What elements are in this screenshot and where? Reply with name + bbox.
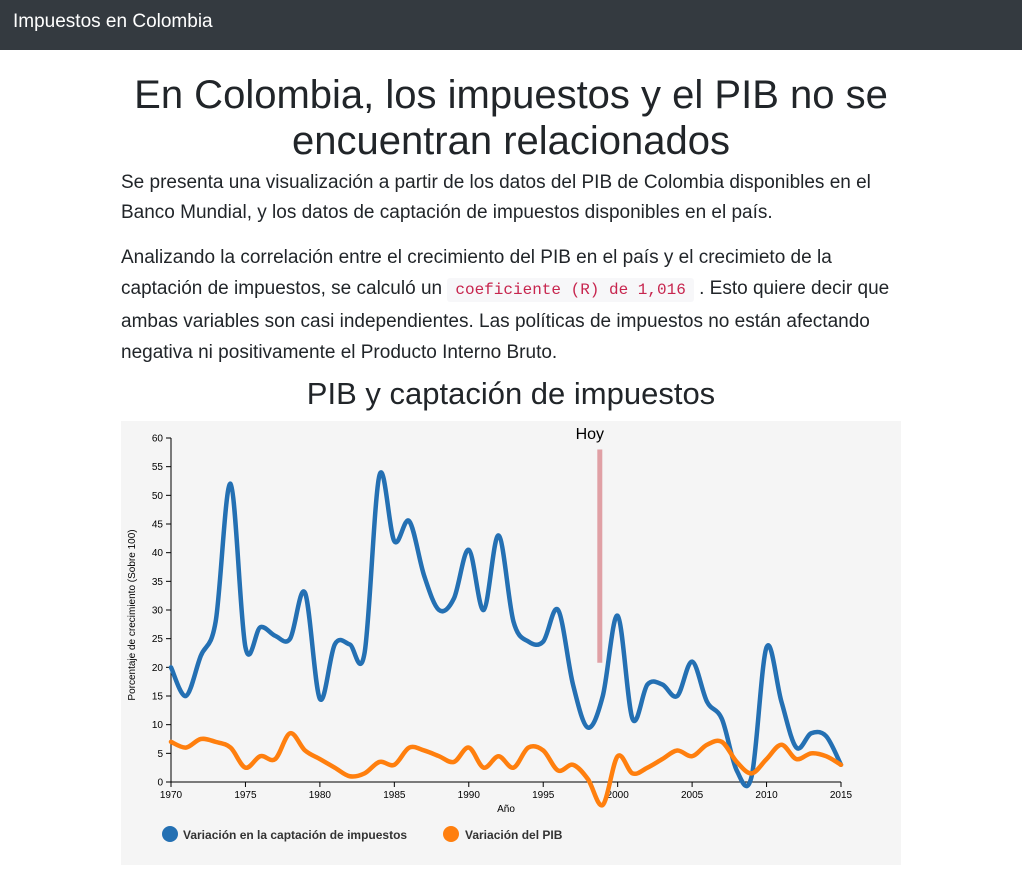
navbar: Impuestos en Colombia	[0, 0, 1022, 50]
x-tick-label: 1990	[458, 790, 481, 801]
y-tick-label: 10	[152, 720, 164, 731]
y-tick-label: 30	[152, 606, 164, 617]
y-tick-label: 15	[152, 692, 164, 703]
x-tick-label: 2015	[830, 790, 853, 801]
navbar-brand[interactable]: Impuestos en Colombia	[13, 11, 213, 33]
analysis-line-2-after: . Esto quiere decir que	[699, 278, 889, 299]
line-chart: 0 5 10 15 20 25 30 35 40 45 50 55 60 1970 1975 1980 198…	[121, 421, 901, 865]
y-tick-label: 40	[152, 548, 164, 559]
legend-item-taxes[interactable]: Variación en la captación de impuestos	[162, 826, 407, 842]
today-annotation: Hoy	[576, 426, 604, 663]
y-axis-label: Porcentaje de crecimiento (Sobre 100)	[127, 529, 138, 700]
x-tick-label: 1995	[532, 790, 555, 801]
coefficient-code: coeficiente (R) de 1,016	[447, 278, 693, 302]
y-tick-label: 25	[152, 634, 164, 645]
intro-line-2: Banco Mundial, y los datos de captación …	[121, 202, 773, 223]
legend-label-taxes: Variación en la captación de impuestos	[183, 828, 407, 842]
analysis-line-3: ambas variables son casi independientes.…	[121, 311, 870, 332]
y-tick-label: 5	[157, 749, 163, 760]
y-tick-label: 0	[157, 778, 163, 789]
y-tick-label: 20	[152, 663, 164, 674]
analysis-line-1: Analizando la correlación entre el creci…	[121, 247, 832, 268]
series-line-taxes	[171, 472, 841, 786]
y-tick-label: 35	[152, 577, 164, 588]
chart-legend: Variación en la captación de impuestos V…	[162, 826, 563, 842]
page-title-line-2: encuentran relacionados	[292, 119, 730, 163]
today-label: Hoy	[576, 426, 604, 443]
x-tick-label: 2010	[755, 790, 778, 801]
intro-paragraph: Se presenta una visualización a partir d…	[121, 168, 901, 228]
analysis-line-4: negativa ni positivamente el Producto In…	[121, 342, 557, 363]
series-lines	[171, 472, 841, 805]
analysis-line-2-before: captación de impuestos, se calculó un	[121, 278, 442, 299]
y-tick-label: 55	[152, 462, 164, 473]
legend-swatch-taxes	[162, 826, 178, 842]
intro-line-1: Se presenta una visualización a partir d…	[121, 172, 871, 193]
page-title: En Colombia, los impuestos y el PIB no s…	[121, 72, 901, 164]
legend-item-gdp[interactable]: Variación del PIB	[443, 826, 563, 842]
analysis-paragraph: Analizando la correlación entre el creci…	[121, 242, 901, 368]
chart-heading: PIB y captación de impuestos	[121, 376, 901, 412]
x-tick-label: 2005	[681, 790, 704, 801]
page-title-line-1: En Colombia, los impuestos y el PIB no s…	[134, 73, 888, 117]
chart-container: 0 5 10 15 20 25 30 35 40 45 50 55 60 1970 1975 1980 198…	[121, 421, 901, 865]
legend-swatch-gdp	[443, 826, 459, 842]
x-tick-label: 1980	[309, 790, 332, 801]
x-tick-label: 1970	[160, 790, 183, 801]
y-axis: 0 5 10 15 20 25 30 35 40 45 50 55 60	[152, 434, 171, 789]
x-tick-label: 1975	[234, 790, 257, 801]
x-axis-label: Año	[497, 804, 515, 815]
y-tick-label: 60	[152, 434, 164, 445]
x-tick-label: 1985	[383, 790, 406, 801]
series-line-gdp	[171, 733, 841, 805]
legend-label-gdp: Variación del PIB	[465, 828, 563, 842]
y-tick-label: 45	[152, 520, 164, 531]
y-tick-label: 50	[152, 491, 164, 502]
